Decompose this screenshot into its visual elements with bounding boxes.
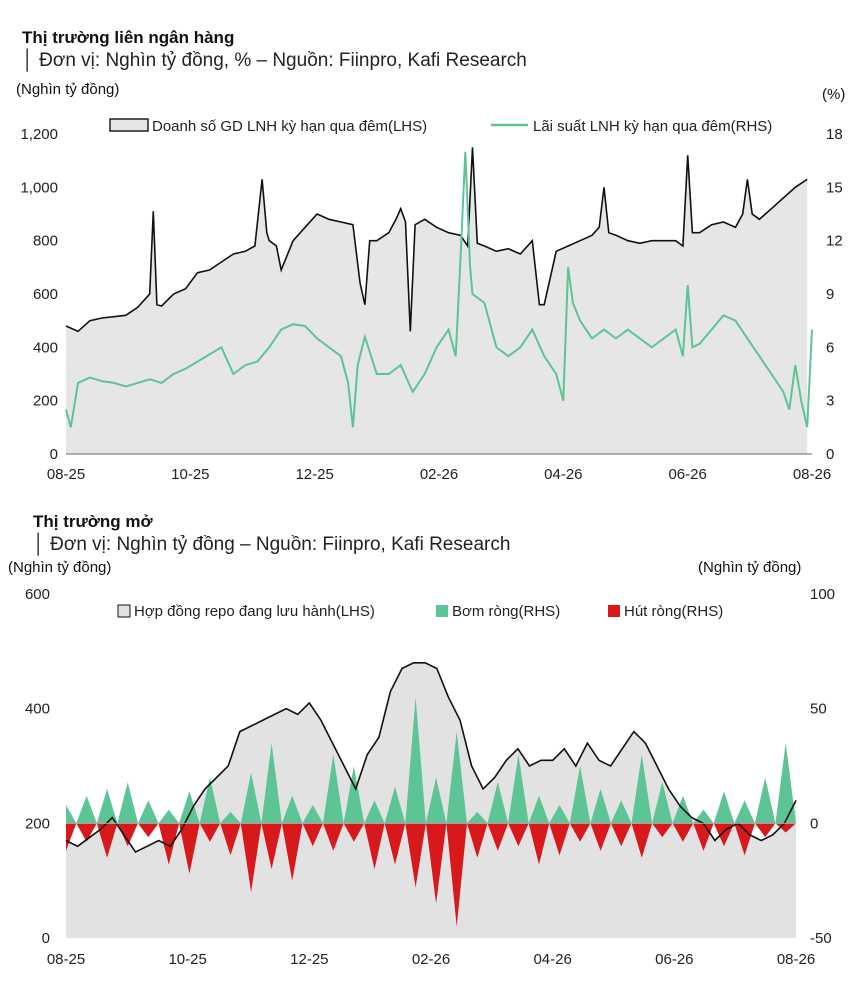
x-tick-label: 04-26 <box>544 466 582 483</box>
legend-label-withdrawal: Hút ròng(RHS) <box>624 603 723 620</box>
legend-label-injection: Bơm ròng(RHS) <box>452 603 560 620</box>
y-left-unit-label: (Nghìn tỷ đồng) <box>16 81 119 98</box>
legend-label-rate: Lãi suất LNH kỳ hạn qua đêm(RHS) <box>533 118 772 135</box>
x-tick-label: 10-25 <box>168 951 206 968</box>
y-left-tick-label: 400 <box>25 701 50 718</box>
x-tick-label: 12-25 <box>290 951 328 968</box>
x-tick-label: 04-26 <box>533 951 571 968</box>
y-right-tick-label: 9 <box>826 286 834 303</box>
y-right-tick-label: 18 <box>826 126 843 143</box>
y-right-tick-label: 15 <box>826 179 843 196</box>
x-tick-label: 10-25 <box>171 466 209 483</box>
chart2-title: Thị trường mở <box>33 512 153 531</box>
y-left-tick-label: 0 <box>42 930 50 947</box>
x-tick-label: 08-26 <box>793 466 831 483</box>
y-left-tick-label: 600 <box>33 286 58 303</box>
y-left-tick-label: 200 <box>25 815 50 832</box>
legend-swatch-repo <box>117 604 131 618</box>
y-right-tick-label: 3 <box>826 393 834 410</box>
y-left-tick-label: 600 <box>25 586 50 603</box>
net-withdrawal-spikes <box>66 823 796 927</box>
legend-label-repo: Hợp đồng repo đang lưu hành(LHS) <box>134 603 375 620</box>
y-left-tick-label: 200 <box>33 393 58 410</box>
y-right-unit-label: (Nghìn tỷ đồng) <box>698 559 801 576</box>
x-tick-label: 08-25 <box>47 466 85 483</box>
y-right-unit-label: (%) <box>822 86 845 103</box>
y-right-tick-label: 50 <box>810 701 827 718</box>
y-right-tick-label: 0 <box>810 815 818 832</box>
x-tick-label: 06-26 <box>655 951 693 968</box>
x-tick-label: 08-26 <box>777 951 815 968</box>
x-tick-label: 12-25 <box>295 466 333 483</box>
y-left-unit-label: (Nghìn tỷ đồng) <box>8 559 111 576</box>
rate-series-line <box>65 151 813 428</box>
y-left-tick-label: 800 <box>33 233 58 250</box>
y-right-tick-label: 6 <box>826 339 834 356</box>
legend-label-volume: Doanh số GD LNH kỳ hạn qua đêm(LHS) <box>152 118 427 135</box>
legend-swatch-injection <box>436 605 448 617</box>
net-injection-spikes <box>66 697 796 824</box>
y-right-tick-label: 0 <box>826 446 834 463</box>
volume-series-line <box>65 147 808 333</box>
interbank-chart: (Nghìn tỷ đồng) (%) 0 200 400 600 800 1,000 1,20… <box>16 81 845 483</box>
chart1-title: Thị trường liên ngân hàng <box>22 28 235 47</box>
x-tick-label: 06-26 <box>668 466 706 483</box>
y-right-tick-label: 12 <box>826 233 843 250</box>
y-left-tick-label: 1,200 <box>20 126 58 143</box>
x-tick-label: 02-26 <box>420 466 458 483</box>
x-tick-label: 02-26 <box>412 951 450 968</box>
legend-swatch-volume <box>109 118 149 132</box>
x-tick-label: 08-25 <box>47 951 85 968</box>
y-right-tick-label: 100 <box>810 586 835 603</box>
repo-series-line <box>65 662 797 854</box>
chart2-subtitle: │ Đơn vị: Nghìn tỷ đồng – Nguồn: Fiinpro… <box>33 534 511 555</box>
chart1-subtitle: │ Đơn vị: Nghìn tỷ đồng, % – Nguồn: Fiin… <box>22 50 527 71</box>
y-right-tick-label: -50 <box>810 930 832 947</box>
y-left-tick-label: 400 <box>33 339 58 356</box>
y-left-tick-label: 1,000 <box>20 179 58 196</box>
legend-swatch-withdrawal <box>608 605 620 617</box>
volume-area-fill <box>66 147 808 455</box>
y-left-tick-label: 0 <box>50 446 58 463</box>
